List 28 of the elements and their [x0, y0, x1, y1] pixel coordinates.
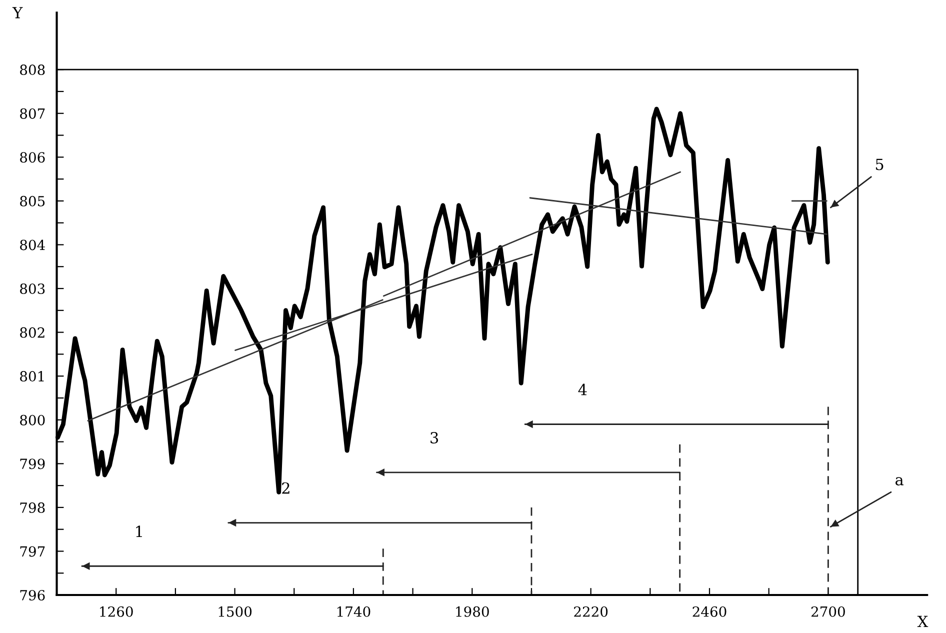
y-tick-label: 800 [20, 414, 45, 426]
y-tick-label: 805 [20, 196, 45, 206]
annotation: 2 [282, 482, 290, 494]
y-tick-label: 808 [20, 64, 45, 76]
x-tick-label: 2460 [692, 606, 726, 617]
x-tick-label: 1500 [218, 606, 252, 617]
x-tick-label: 2700 [811, 606, 845, 617]
x-tick-label: 1740 [337, 606, 370, 617]
y-tick-label: 807 [20, 108, 45, 119]
y-tick-label: 797 [20, 546, 45, 557]
y-tick-label: 801 [20, 371, 44, 382]
x-tick-label: 1980 [456, 606, 489, 617]
annotation: 4 [578, 384, 587, 396]
x-tick-label: 2220 [574, 606, 608, 617]
annotation: 5 [876, 158, 884, 170]
annotation: a [896, 477, 904, 486]
y-tick-label: 804 [20, 240, 45, 250]
y-tick-label: 803 [20, 283, 45, 294]
annotation: 1 [136, 526, 142, 538]
y-tick-label: 802 [20, 327, 44, 338]
x-axis-title: X [917, 616, 928, 628]
y-tick-label: 798 [20, 502, 45, 513]
y-tick-label: 799 [20, 458, 45, 470]
x-tick-label: 1260 [100, 606, 133, 617]
y-tick-label: 796 [20, 590, 45, 600]
annotation: 3 [430, 432, 438, 444]
y-axis-title: Y [12, 7, 23, 18]
y-tick-label: 806 [20, 152, 45, 163]
